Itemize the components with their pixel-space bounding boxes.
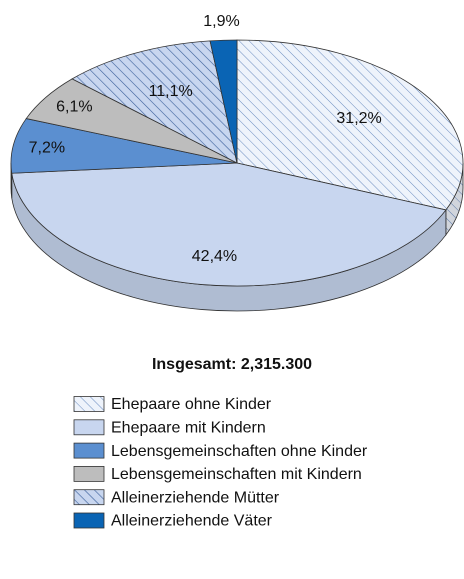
legend-label: Alleinerziehende Mütter — [111, 489, 280, 506]
pie-side-shade — [11, 173, 446, 311]
legend-swatch — [73, 465, 105, 482]
data-label: 7,2% — [29, 139, 65, 156]
legend-label: Lebensgemeinschaften mit Kindern — [111, 466, 362, 483]
legend-swatch — [73, 512, 105, 529]
legend-label: Ehepaare mit Kindern — [111, 420, 266, 437]
data-label: 6,1% — [56, 99, 92, 116]
legend-swatch — [73, 442, 105, 459]
legend-swatch — [73, 419, 105, 436]
data-label: 11,1% — [149, 83, 193, 100]
pie-slice — [209, 39, 238, 164]
data-label: 31,2% — [336, 110, 381, 127]
data-label: 1,9% — [203, 13, 239, 30]
pie-slice — [11, 162, 447, 287]
legend-label: Lebensgemeinschaften ohne Kinder — [111, 443, 368, 460]
pie-slice — [71, 40, 238, 164]
legend-swatch — [73, 396, 105, 412]
subtitle: Insgesamt: 2,315.300 — [152, 356, 312, 373]
data-label: 42,4% — [192, 248, 237, 265]
legend-label: Alleinerziehende Väter — [111, 513, 273, 530]
pie-slice — [236, 39, 464, 211]
legend-label: Ehepaare ohne Kinder — [111, 396, 272, 413]
pie-slice — [10, 118, 238, 174]
legend-swatch — [73, 489, 105, 506]
pie-side-shade — [445, 163, 463, 235]
